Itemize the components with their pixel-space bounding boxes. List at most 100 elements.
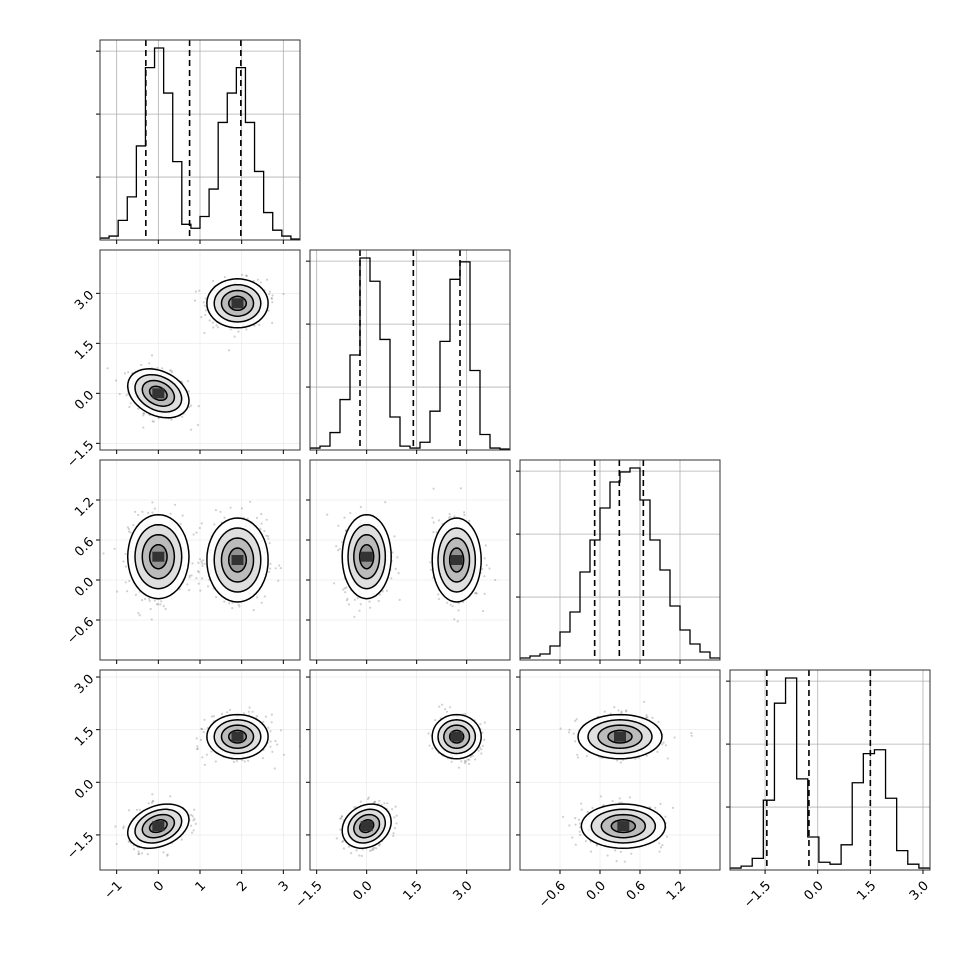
sample-point xyxy=(386,802,389,805)
sample-point xyxy=(253,324,256,327)
sample-point xyxy=(231,607,234,610)
sample-point xyxy=(190,428,193,431)
sample-point xyxy=(326,513,329,516)
sample-point xyxy=(129,531,132,534)
sample-point xyxy=(197,571,201,574)
scatter-panel-3-0 xyxy=(96,669,301,874)
sample-point xyxy=(245,328,248,331)
sample-point xyxy=(463,760,466,763)
sample-point xyxy=(430,568,433,571)
sample-point xyxy=(155,603,158,606)
sample-point xyxy=(166,854,169,857)
sample-point xyxy=(378,844,381,847)
sample-point xyxy=(274,740,277,743)
sample-point xyxy=(195,577,198,580)
sample-point xyxy=(255,715,259,718)
sample-point xyxy=(279,729,283,732)
sample-point xyxy=(204,313,207,316)
sample-point xyxy=(201,756,204,759)
sample-point xyxy=(391,551,394,554)
sample-point xyxy=(371,847,374,850)
sample-point xyxy=(654,806,657,809)
sample-point xyxy=(459,487,462,490)
sample-point xyxy=(223,276,226,279)
sample-point xyxy=(619,850,622,854)
scatter-panel-2-0 xyxy=(96,459,301,664)
sample-point xyxy=(206,585,210,588)
sample-point xyxy=(263,529,266,533)
sample-point xyxy=(193,299,197,302)
sample-point xyxy=(115,379,118,382)
sample-point xyxy=(153,599,156,602)
sample-point xyxy=(220,713,224,716)
sample-point xyxy=(229,328,232,331)
sample-point xyxy=(171,371,174,374)
sample-point xyxy=(574,817,577,820)
sample-point xyxy=(378,593,381,596)
sample-point xyxy=(358,609,361,612)
sample-point xyxy=(205,753,208,756)
sample-point xyxy=(196,570,199,573)
sample-point xyxy=(378,843,381,846)
sample-point xyxy=(113,547,116,550)
sample-point xyxy=(353,615,356,619)
sample-point xyxy=(475,591,478,595)
scatter-panel-2-1 xyxy=(306,459,511,664)
sample-point xyxy=(200,316,203,319)
sample-point xyxy=(188,574,191,577)
sample-point xyxy=(395,822,398,825)
sample-point xyxy=(200,727,203,730)
sample-point xyxy=(122,827,125,830)
sample-point xyxy=(199,738,202,742)
sample-point xyxy=(247,759,250,762)
sample-point xyxy=(278,564,281,567)
sample-point xyxy=(194,822,197,826)
sample-point xyxy=(248,706,251,709)
sample-point xyxy=(340,815,344,818)
sample-point xyxy=(393,816,396,819)
sample-point xyxy=(340,815,343,818)
sample-point xyxy=(665,835,669,838)
density-layer xyxy=(102,500,282,621)
sample-point xyxy=(341,541,344,544)
sample-point xyxy=(191,815,194,818)
sample-point xyxy=(577,818,581,821)
sample-point xyxy=(345,599,348,602)
sample-point xyxy=(181,415,184,418)
histogram-step xyxy=(310,257,510,450)
sample-point xyxy=(255,516,258,520)
sample-point xyxy=(271,301,274,304)
density-peak xyxy=(450,555,463,565)
sample-point xyxy=(483,721,486,724)
sample-point xyxy=(375,847,378,850)
sample-point xyxy=(432,521,435,524)
sample-point xyxy=(212,326,215,329)
sample-point xyxy=(197,405,200,408)
sample-point xyxy=(245,274,248,277)
sample-point xyxy=(232,760,235,764)
sample-point xyxy=(464,712,467,716)
histogram-step xyxy=(100,47,300,240)
sample-point xyxy=(140,852,143,855)
sample-point xyxy=(431,516,434,519)
sample-point xyxy=(574,823,577,826)
sample-point xyxy=(658,842,661,845)
sample-point xyxy=(576,756,580,759)
sample-point xyxy=(153,507,156,510)
sample-point xyxy=(391,808,394,811)
sample-point xyxy=(628,796,632,799)
sample-point xyxy=(373,800,376,803)
sample-point xyxy=(482,609,485,613)
scatter-panel-3-2 xyxy=(516,669,721,874)
density-layer xyxy=(335,703,486,858)
sample-point xyxy=(469,755,472,758)
sample-point xyxy=(369,849,372,853)
sample-point xyxy=(467,762,471,766)
histogram-step xyxy=(520,467,720,660)
sample-point xyxy=(434,719,437,722)
sample-point xyxy=(579,833,582,837)
sample-point xyxy=(427,732,430,735)
panel-frame xyxy=(519,459,721,661)
sample-point xyxy=(269,730,272,733)
sample-point xyxy=(228,349,231,352)
